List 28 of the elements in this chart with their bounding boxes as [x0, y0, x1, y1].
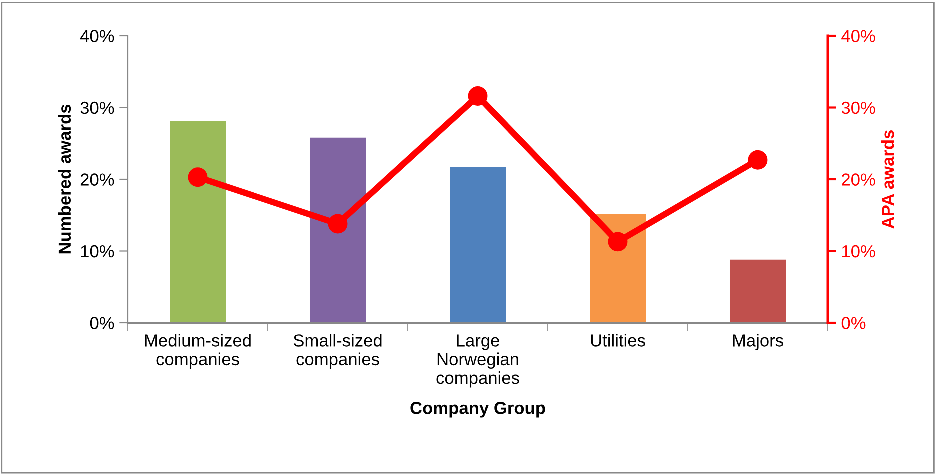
y-tick-label: 10%: [81, 245, 114, 258]
x-axis-title: Company Group: [410, 402, 546, 418]
x-tick-label: Utilities: [591, 334, 646, 347]
bar: [450, 167, 506, 323]
bar: [170, 121, 226, 323]
y2-axis-title: APA awards: [881, 130, 894, 229]
y-tick-label: 40%: [80, 30, 114, 42]
point: [328, 214, 348, 234]
point: [188, 168, 208, 188]
x-tick-label: Medium-sized companies: [145, 334, 251, 369]
y2-tick-label: 40%: [842, 30, 876, 42]
x-tick-label: Small-sized companies: [294, 334, 382, 369]
x-tick-label: Majors: [733, 334, 784, 350]
point: [608, 232, 628, 252]
y-axis-title: Numbered awards: [58, 104, 72, 254]
x-tick-label: Large Norwegian companies: [436, 334, 520, 388]
bar: [590, 214, 646, 323]
bar: [730, 260, 786, 323]
y-tick-label: 30%: [80, 102, 114, 114]
bar: [310, 138, 366, 323]
point: [748, 150, 768, 170]
y-tick-label: 0%: [90, 317, 114, 330]
point: [468, 86, 488, 106]
y2-tick-label: 30%: [842, 102, 876, 114]
y2-tick-label: 20%: [842, 174, 876, 186]
y2-tick-label: 0%: [842, 317, 866, 330]
y2-tick-label: 10%: [842, 245, 876, 258]
y-tick-label: 20%: [80, 174, 114, 186]
